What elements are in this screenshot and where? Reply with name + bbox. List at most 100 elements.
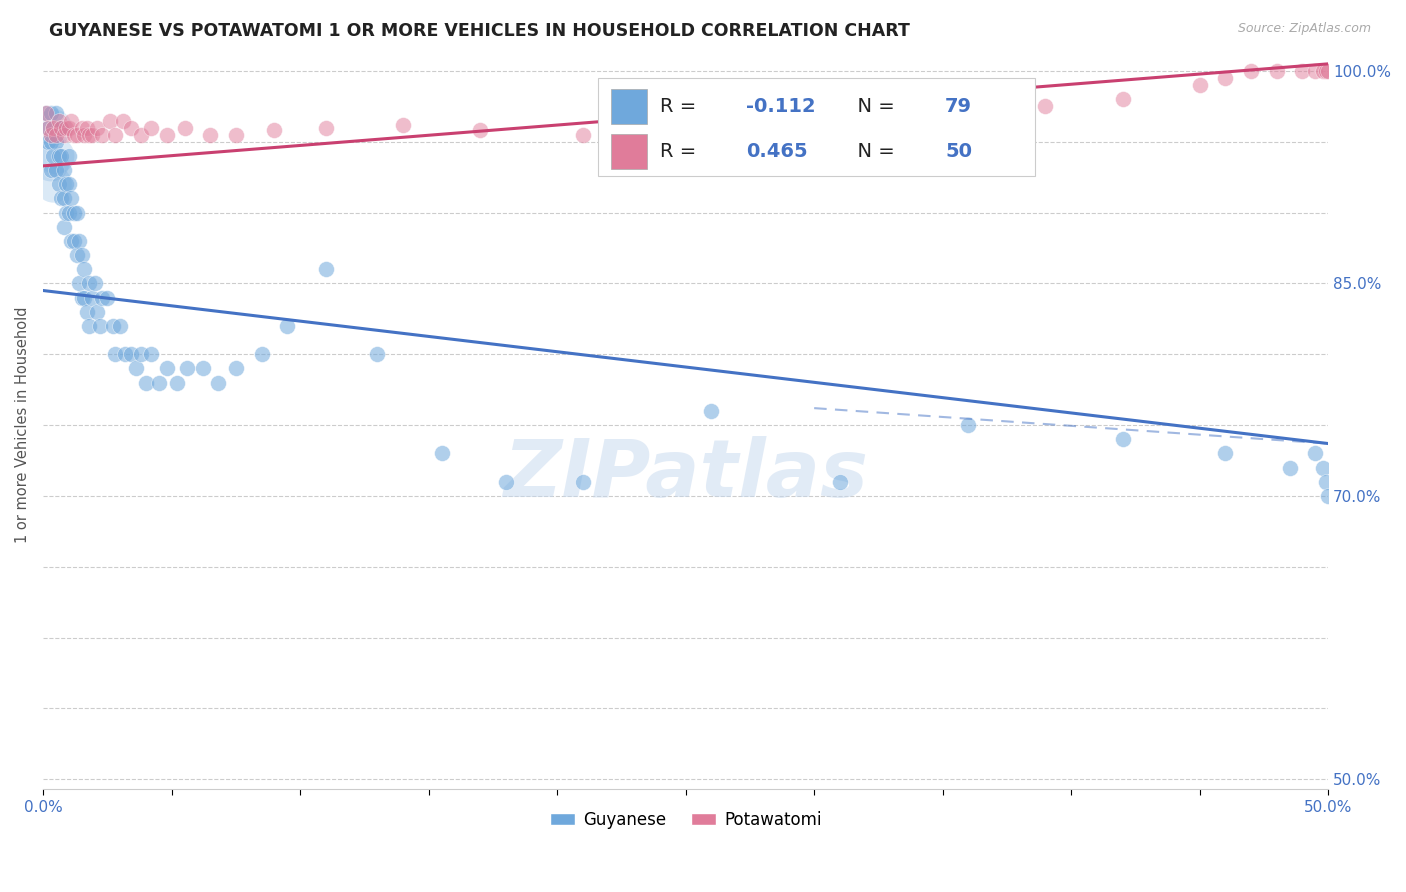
Point — [70, 120, 93, 135]
Point — [39, 156, 62, 170]
Point — [79, 277, 101, 291]
Point — [37, 120, 59, 135]
Point — [65, 205, 87, 219]
Point — [1291, 64, 1313, 78]
Point — [366, 347, 388, 361]
Point — [129, 128, 152, 142]
Point — [803, 118, 825, 132]
Point — [63, 234, 86, 248]
Bar — [612, 89, 647, 124]
Point — [42, 120, 65, 135]
Text: Source: ZipAtlas.com: Source: ZipAtlas.com — [1237, 22, 1371, 36]
Point — [250, 347, 273, 361]
Point — [67, 277, 90, 291]
Point — [83, 277, 105, 291]
Point — [1111, 92, 1133, 106]
Point — [828, 475, 851, 489]
Point — [35, 106, 58, 120]
Point — [80, 291, 103, 305]
Text: R =: R = — [659, 97, 703, 116]
Point — [58, 205, 80, 219]
Point — [51, 120, 73, 135]
Legend: Guyanese, Potawatomi: Guyanese, Potawatomi — [543, 805, 828, 836]
Point — [48, 149, 70, 163]
Point — [1315, 64, 1337, 78]
Point — [101, 318, 124, 333]
Text: 79: 79 — [945, 97, 972, 116]
Point — [37, 135, 59, 149]
Point — [166, 376, 188, 390]
Point — [60, 234, 83, 248]
Point — [58, 178, 80, 192]
Point — [1312, 460, 1334, 475]
Point — [315, 262, 337, 277]
Point — [468, 123, 491, 137]
Point — [225, 361, 247, 376]
Point — [700, 404, 723, 418]
Point — [98, 113, 121, 128]
Point — [135, 376, 157, 390]
Point — [572, 128, 595, 142]
Point — [76, 120, 98, 135]
Point — [155, 128, 177, 142]
Point — [957, 106, 980, 120]
Point — [58, 120, 80, 135]
Point — [1215, 446, 1237, 460]
Point — [39, 106, 62, 120]
Point — [76, 305, 98, 319]
Point — [1312, 64, 1334, 78]
Point — [51, 120, 73, 135]
Point — [35, 106, 58, 120]
Point — [42, 120, 65, 135]
Text: N =: N = — [845, 97, 901, 116]
Point — [1317, 489, 1340, 503]
Point — [52, 128, 75, 142]
Point — [51, 149, 73, 163]
Text: ZIPatlas: ZIPatlas — [503, 436, 868, 515]
Point — [700, 120, 723, 135]
Point — [39, 163, 62, 178]
Point — [48, 120, 70, 135]
Text: -0.112: -0.112 — [747, 97, 815, 116]
Point — [114, 347, 136, 361]
Point — [48, 178, 70, 192]
Point — [73, 291, 96, 305]
Point — [67, 234, 90, 248]
Point — [276, 318, 298, 333]
Point — [1035, 99, 1057, 113]
Point — [60, 191, 83, 205]
Point — [430, 446, 453, 460]
Point — [1188, 78, 1211, 92]
Point — [63, 205, 86, 219]
Point — [1111, 432, 1133, 446]
Point — [89, 318, 111, 333]
Point — [42, 149, 65, 163]
Point — [52, 191, 75, 205]
Point — [200, 128, 222, 142]
Point — [173, 120, 195, 135]
Point — [1317, 64, 1340, 78]
Point — [65, 128, 87, 142]
Point — [104, 347, 127, 361]
Point — [73, 262, 96, 277]
Point — [58, 149, 80, 163]
Point — [957, 418, 980, 433]
Point — [63, 128, 86, 142]
Point — [1265, 64, 1288, 78]
Text: GUYANESE VS POTAWATOMI 1 OR MORE VEHICLES IN HOUSEHOLD CORRELATION CHART: GUYANESE VS POTAWATOMI 1 OR MORE VEHICLE… — [49, 22, 910, 40]
Point — [45, 149, 67, 163]
Text: 0.465: 0.465 — [747, 142, 807, 161]
Point — [104, 128, 127, 142]
Text: N =: N = — [845, 142, 901, 161]
Point — [139, 347, 162, 361]
Point — [79, 128, 101, 142]
Point — [70, 248, 93, 262]
Point — [155, 361, 177, 376]
Point — [55, 120, 77, 135]
Point — [1303, 64, 1326, 78]
Point — [91, 291, 114, 305]
Point — [52, 219, 75, 234]
Point — [315, 120, 337, 135]
Point — [45, 128, 67, 142]
FancyBboxPatch shape — [599, 78, 1035, 177]
